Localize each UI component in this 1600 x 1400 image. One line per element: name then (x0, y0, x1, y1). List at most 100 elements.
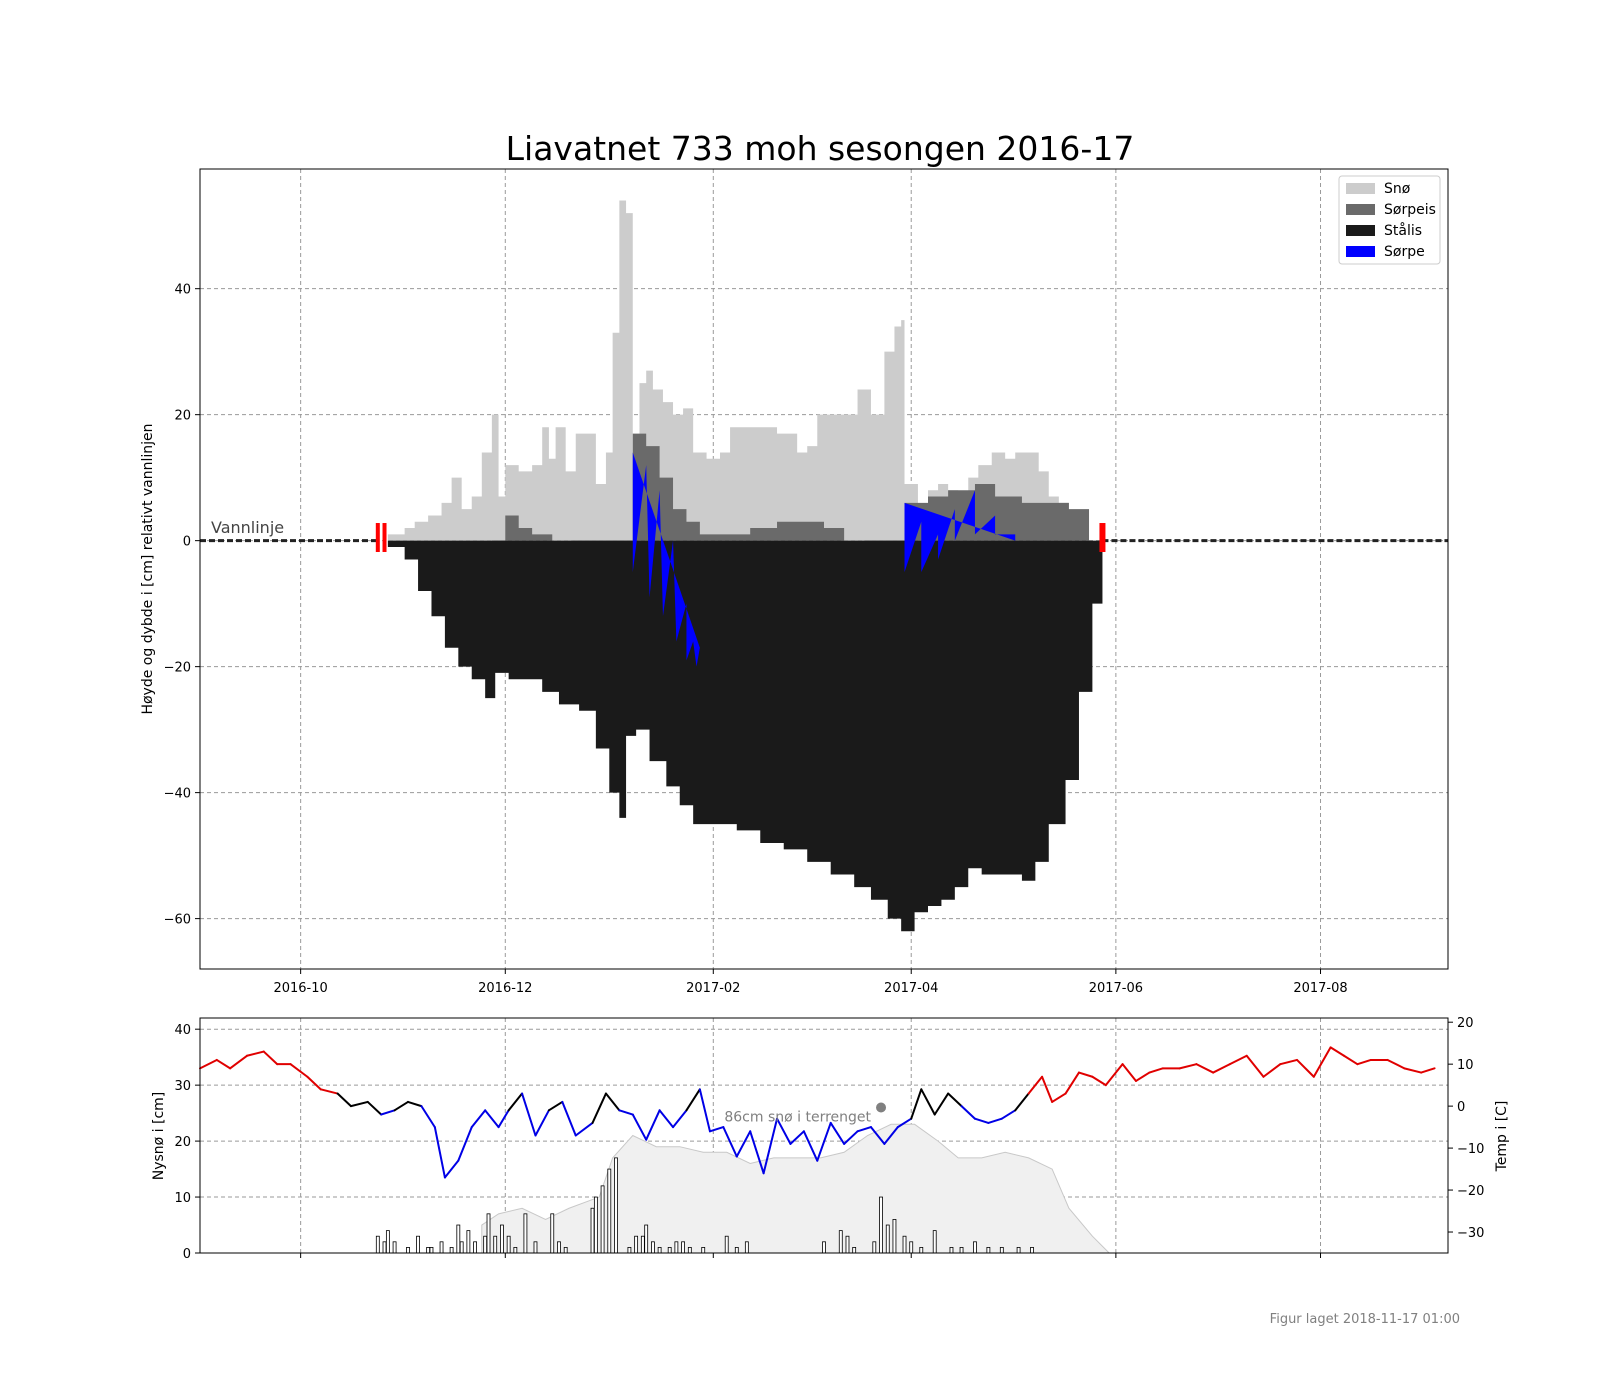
legend-swatch (1346, 225, 1375, 236)
sub-plot: 0 10 20 30 40 −30 −20 −10 0 10 20 Nysnø i [cm] Tem… (151, 1016, 1510, 1262)
sub-y-tick-label: 20 (174, 1135, 191, 1150)
sub-y2-tick-label: 20 (1457, 1016, 1474, 1031)
temperature-segment (289, 1063, 309, 1078)
legend-swatch (1346, 204, 1375, 215)
new-snow-bar (902, 1235, 907, 1254)
sub-y2-tick-label: −30 (1457, 1226, 1484, 1241)
legend-label: Sørpe (1384, 244, 1425, 260)
main-y-tick-label: −20 (164, 661, 191, 676)
new-snow-bar (932, 1230, 937, 1254)
temperature-segment (1403, 1067, 1423, 1074)
new-snow-bar (466, 1230, 471, 1254)
new-snow-bar (657, 1247, 662, 1254)
temperature-segment (1296, 1058, 1315, 1078)
temperature-segment (1135, 1071, 1151, 1082)
sub-y2-axis-label: Temp i [C] (1494, 1101, 1510, 1173)
temperature-segment (433, 1126, 446, 1179)
main-plot-frame (199, 168, 1449, 970)
temperature-segment (215, 1058, 232, 1070)
main-x-tick-label: 2016-12 (478, 981, 532, 996)
new-snow-bar (651, 1241, 655, 1254)
new-snow-bar (483, 1235, 488, 1254)
sub-y-tick-label: 0 (183, 1247, 191, 1262)
new-snow-bar (1016, 1247, 1021, 1254)
new-snow-bar (426, 1247, 431, 1254)
new-snow-bar (681, 1241, 685, 1254)
new-snow-bar (845, 1235, 850, 1254)
new-snow-bar (872, 1241, 877, 1254)
temperature-segment (1104, 1063, 1124, 1087)
main-markers-layer (200, 523, 1448, 552)
legend-swatch (1346, 246, 1375, 257)
temperature-segment (534, 1109, 550, 1137)
new-snow-bar (822, 1241, 826, 1254)
new-snow-bar (375, 1235, 380, 1254)
temperature-segment (470, 1109, 487, 1129)
temperature-segment (591, 1092, 607, 1124)
new-snow-bar (493, 1235, 498, 1254)
temperature-segment (1343, 1054, 1359, 1066)
temperature-segment (735, 1130, 752, 1158)
temperature-segment (1245, 1054, 1265, 1078)
temperature-segment (407, 1100, 423, 1108)
new-snow-bar (949, 1247, 954, 1254)
temperature-segment (349, 1100, 369, 1108)
new-snow-bar (852, 1247, 857, 1254)
temperature-segment (645, 1109, 661, 1141)
sub-y-axis-label: Nysnø i [cm] (151, 1092, 167, 1181)
new-snow-bar (459, 1241, 464, 1254)
temperature-segment (960, 1105, 976, 1120)
temperature-segment (1077, 1071, 1094, 1078)
sub-y-tick-label: 40 (174, 1023, 191, 1038)
temperature-segment (685, 1088, 701, 1112)
annotation-marker (876, 1102, 887, 1113)
new-snow-bar (734, 1247, 739, 1254)
temperature-segment (722, 1126, 738, 1158)
main-series-layer (387, 200, 1103, 932)
temperature-segment (604, 1092, 621, 1112)
legend-box (1338, 175, 1441, 265)
temperature-segment (1386, 1058, 1406, 1070)
slush-area (904, 490, 1016, 573)
ice-on-marker (375, 523, 380, 552)
sub-y2-tick-label: −10 (1457, 1142, 1484, 1157)
new-snow-bar (500, 1224, 504, 1254)
new-snow-bar (614, 1157, 618, 1254)
temperature-segment (497, 1109, 510, 1129)
main-y-tick-label: 20 (174, 409, 191, 424)
main-plot: 2016-10 2016-12 2017-02 2017-04 2017-06 2017-… (140, 168, 1449, 996)
new-snow-bar (593, 1196, 598, 1254)
new-snow-bar (550, 1213, 555, 1254)
temperature-segment (1279, 1058, 1299, 1066)
temperature-segment (1356, 1058, 1372, 1066)
temperature-segment (776, 1117, 792, 1145)
new-snow-bar (486, 1213, 491, 1254)
new-snow-bar (973, 1241, 977, 1254)
new-snow-bar (879, 1196, 883, 1254)
new-snow-bar (429, 1247, 434, 1254)
temperature-segment (987, 1117, 1003, 1124)
temperature-segment (1027, 1075, 1044, 1095)
new-snow-bar (701, 1247, 706, 1254)
temperature-segment (457, 1126, 473, 1162)
new-snow-bar (449, 1247, 454, 1254)
temperature-segment (856, 1126, 872, 1133)
snow-on-ground-area (481, 1123, 1111, 1254)
main-y-tick-label: −60 (164, 913, 191, 928)
temperature-segment (484, 1109, 500, 1129)
temperature-segment (843, 1130, 859, 1145)
temperature-segment (869, 1126, 886, 1145)
temperature-segment (420, 1105, 436, 1129)
temperature-segment (521, 1092, 537, 1137)
temperature-segment (1420, 1067, 1436, 1074)
main-x-tick-label: 2017-02 (686, 981, 740, 996)
temperature-segment (245, 1050, 265, 1057)
temperature-segment (336, 1092, 352, 1108)
new-snow-bar (506, 1235, 511, 1254)
temperature-segment (762, 1117, 779, 1175)
new-snow-bar (1030, 1247, 1034, 1254)
sub-y2-tick-label: −20 (1457, 1184, 1484, 1199)
legend-items: Snø Sørpeis Stålis Sørpe (1346, 181, 1436, 260)
new-snow-bar (838, 1230, 843, 1254)
